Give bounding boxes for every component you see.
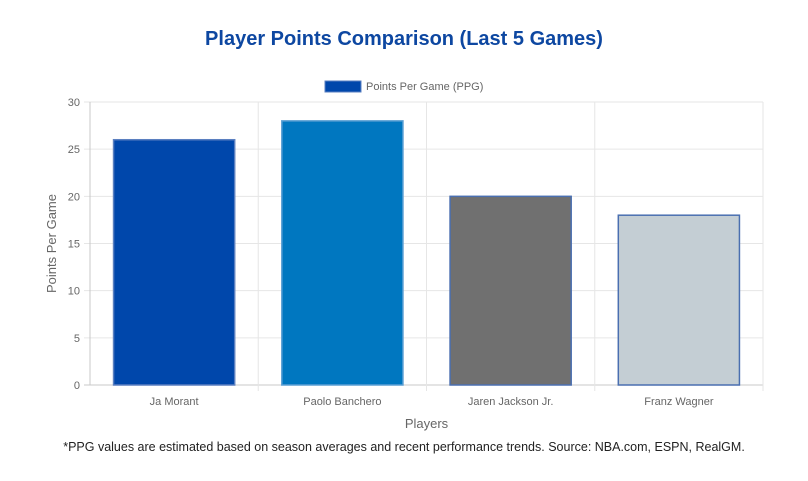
- axis-labels: 0 5 10 15 20 25 30 Ja Morant Paolo Banchero Jaren…: [44, 97, 714, 431]
- x-tick-label: Jaren Jackson Jr.: [468, 396, 554, 408]
- y-tick-label: 20: [68, 191, 80, 203]
- y-tick-label: 15: [68, 239, 80, 251]
- legend-label: Points Per Game (PPG): [366, 81, 483, 93]
- footnote: *PPG values are estimated based on seaso…: [63, 440, 745, 454]
- y-tick-label: 10: [68, 286, 80, 298]
- x-axis-title: Players: [405, 416, 449, 431]
- bars: [112, 120, 741, 386]
- y-axis-title: Points Per Game: [44, 194, 59, 293]
- y-tick-label: 25: [68, 144, 80, 156]
- bar-ja-morant[interactable]: [112, 138, 236, 386]
- x-tick-label: Franz Wagner: [644, 396, 714, 408]
- y-tick-label: 30: [68, 97, 80, 109]
- y-tick-label: 0: [74, 380, 80, 392]
- x-tick-label: Ja Morant: [150, 396, 199, 408]
- bar-franz-wagner[interactable]: [617, 214, 741, 386]
- chart-title: Player Points Comparison (Last 5 Games): [205, 28, 603, 50]
- legend[interactable]: Points Per Game (PPG): [324, 80, 483, 93]
- bar-jaren-jackson-jr[interactable]: [449, 195, 572, 386]
- bar-paolo-banchero[interactable]: [281, 120, 404, 386]
- y-tick-label: 5: [74, 333, 80, 345]
- legend-swatch: [324, 80, 362, 93]
- x-tick-label: Paolo Banchero: [303, 396, 381, 408]
